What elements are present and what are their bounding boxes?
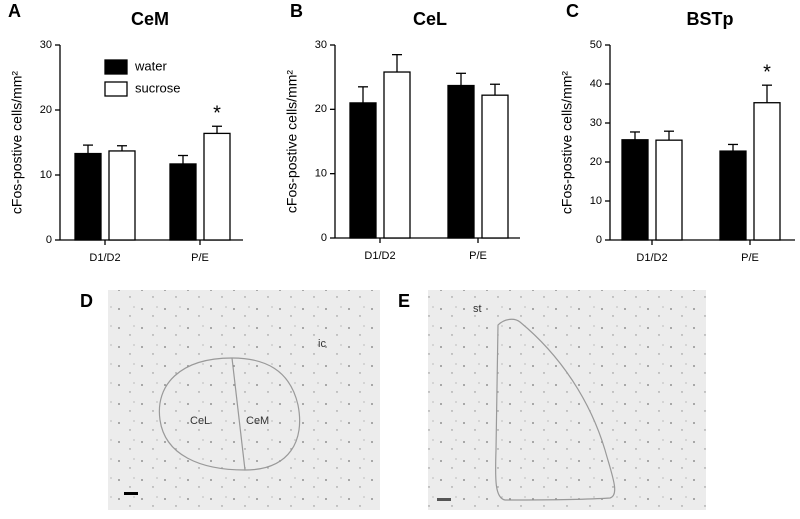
- bar: [383, 71, 411, 239]
- image: [428, 290, 706, 510]
- panel-label: D: [80, 291, 93, 311]
- x-tick-label: D1/D2: [364, 250, 395, 262]
- region-label: CeM: [246, 415, 269, 427]
- y-tick-label: 10: [315, 168, 327, 180]
- x-tick-label: P/E: [191, 252, 209, 264]
- micrograph-d: D CeL CeM ic: [80, 290, 380, 510]
- y-axis-label: cFos-postive cells/mm²: [284, 70, 300, 213]
- panel-label: B: [290, 1, 303, 21]
- y-tick-label: 0: [596, 234, 602, 246]
- y-tick-label: 0: [321, 232, 327, 244]
- panel-label: A: [8, 1, 21, 21]
- scale-bar: [124, 492, 138, 495]
- bar: [169, 163, 197, 241]
- significance-mark: *: [213, 103, 221, 125]
- x-tick-label: D1/D2: [89, 252, 120, 264]
- y-tick-label: 30: [590, 117, 602, 129]
- y-tick-label: 50: [590, 39, 602, 51]
- bar: [481, 94, 509, 239]
- y-tick-label: 0: [46, 234, 52, 246]
- legend-swatch: [104, 59, 128, 75]
- x-tick-label: D1/D2: [636, 252, 667, 264]
- chart-title: BSTp: [687, 9, 734, 29]
- region-label: ic: [318, 338, 326, 350]
- y-tick-label: 10: [40, 169, 52, 181]
- panel-label: C: [566, 1, 579, 21]
- legend-swatch: [104, 81, 128, 97]
- y-tick-label: 20: [315, 103, 327, 115]
- bar: [655, 139, 683, 241]
- chart-title: CeM: [131, 9, 169, 29]
- x-tick-label: P/E: [469, 250, 487, 262]
- region-label: CeL: [190, 415, 210, 427]
- y-tick-label: 30: [40, 39, 52, 51]
- micrograph-e: E st: [398, 290, 706, 510]
- y-axis-label: cFos-postive cells/mm²: [9, 71, 25, 214]
- bar: [108, 150, 136, 241]
- scale-bar: [437, 498, 451, 501]
- outline: [231, 357, 246, 471]
- significance-mark: *: [763, 61, 771, 83]
- chart-title: CeL: [413, 9, 447, 29]
- outline: [494, 318, 616, 501]
- bar: [349, 102, 377, 239]
- y-axis-label: cFos-postive cells/mm²: [559, 71, 575, 214]
- y-tick-label: 20: [40, 104, 52, 116]
- bar: [719, 150, 747, 241]
- x-tick-label: P/E: [741, 252, 759, 264]
- bar: [203, 132, 231, 241]
- bar: [74, 152, 102, 241]
- y-tick-label: 20: [590, 156, 602, 168]
- image: [108, 290, 380, 510]
- y-tick-label: 10: [590, 195, 602, 207]
- bar: [753, 102, 781, 241]
- bar: [447, 84, 475, 239]
- bar: [621, 139, 649, 241]
- y-tick-label: 30: [315, 39, 327, 51]
- region-label: st: [473, 303, 482, 315]
- legend-label: water: [134, 58, 167, 73]
- legend-label: sucrose: [135, 80, 181, 95]
- panel-label: E: [398, 291, 410, 311]
- y-tick-label: 40: [590, 78, 602, 90]
